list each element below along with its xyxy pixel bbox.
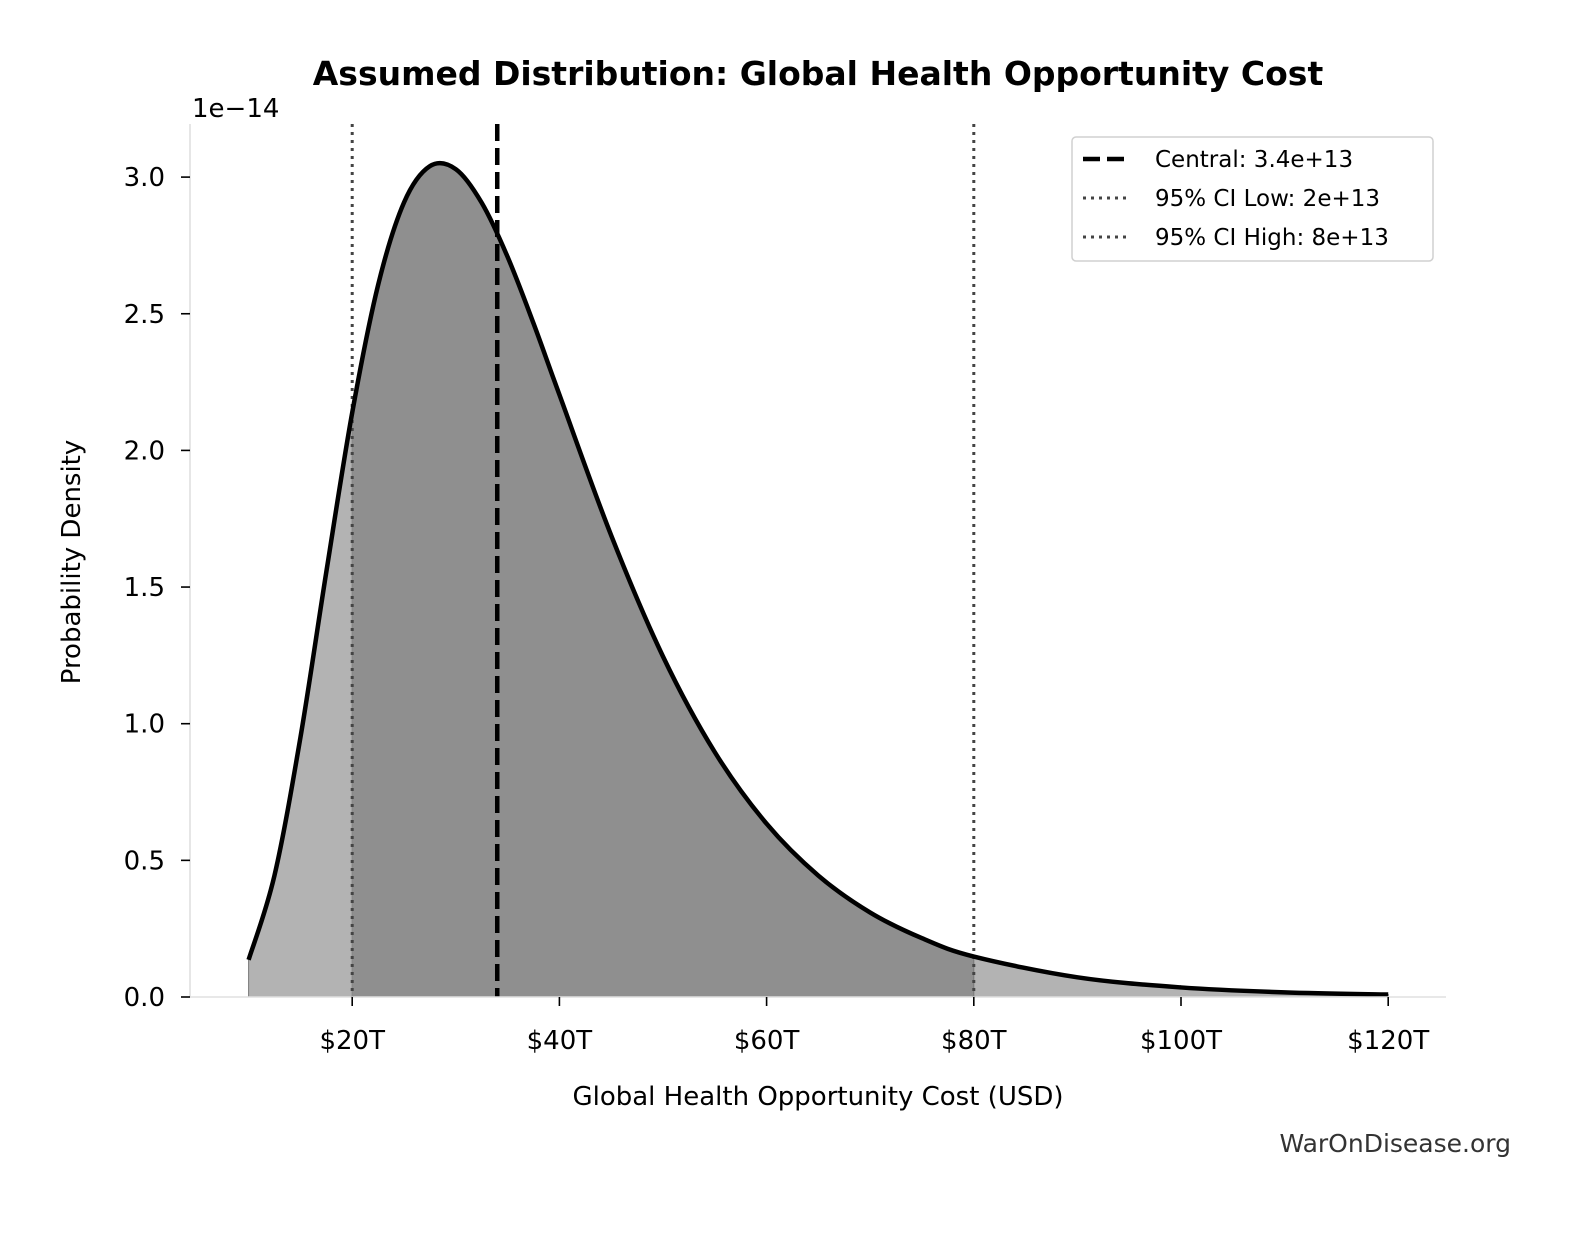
x-tick-label: $40T [527, 1026, 593, 1056]
legend: Central: 3.4e+13 95% CI Low: 2e+13 95% CI … [1071, 136, 1434, 262]
y-tick-label: 1.5 [124, 573, 165, 603]
legend-label: 95% CI Low: 2e+13 [1155, 186, 1380, 212]
inner-fill-ci [352, 163, 974, 997]
y-tick-label: 0.0 [124, 983, 165, 1013]
x-tick-label: $120T [1347, 1026, 1429, 1056]
y-tick-label: 2.0 [124, 436, 165, 466]
legend-label: Central: 3.4e+13 [1155, 147, 1353, 173]
y-axis-label: Probability Density [57, 440, 87, 685]
x-axis-label: Global Health Opportunity Cost (USD) [572, 1082, 1063, 1112]
watermark: WarOnDisease.org [1279, 1129, 1511, 1158]
x-tick-label: $80T [941, 1026, 1007, 1056]
density-curve [246, 160, 1389, 997]
y-tick-label: 3.0 [124, 163, 165, 193]
y-tick-label: 2.5 [124, 300, 165, 330]
legend-box [1071, 136, 1434, 262]
y-tick-label: 0.5 [124, 846, 165, 876]
x-tick-label: $100T [1140, 1026, 1222, 1056]
outer-fill-right [973, 955, 1389, 998]
x-tick-label: $20T [319, 1026, 385, 1056]
legend-label: 95% CI High: 8e+13 [1155, 225, 1389, 251]
x-tick-label: $60T [734, 1026, 800, 1056]
y-offset-label: 1e−14 [192, 94, 279, 124]
y-tick-label: 1.0 [124, 710, 165, 740]
chart-title: Assumed Distribution: Global Health Oppo… [313, 54, 1324, 93]
